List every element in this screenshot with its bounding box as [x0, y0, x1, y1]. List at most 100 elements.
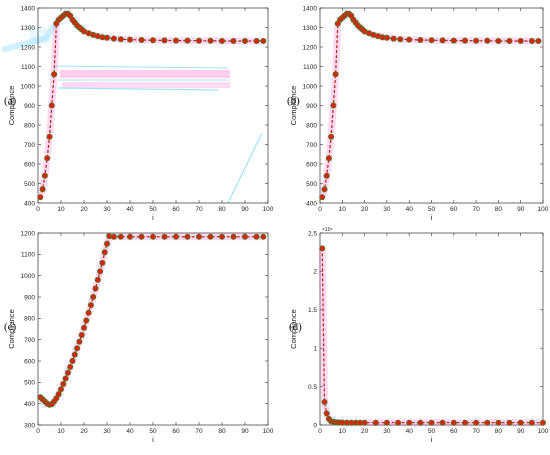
- data-point: [101, 249, 108, 256]
- panel-label: (d): [289, 321, 302, 333]
- y-tick-label: 800: [24, 316, 35, 323]
- data-point: [450, 37, 457, 44]
- data-point: [71, 351, 78, 358]
- data-point: [428, 419, 435, 426]
- x-axis-label: i: [431, 213, 433, 222]
- data-point: [48, 102, 55, 109]
- panel-label: (b): [287, 95, 300, 107]
- x-tick-label: 0: [36, 428, 40, 435]
- data-point: [46, 133, 53, 140]
- data-point: [44, 155, 51, 162]
- data-point: [461, 419, 468, 426]
- data-point: [383, 419, 390, 426]
- x-tick-label: 20: [361, 428, 369, 435]
- y-tick-label: 1400: [21, 5, 36, 12]
- x-tick-label: 100: [263, 428, 274, 435]
- data-point: [85, 309, 92, 316]
- y-axis-label: Compliance: [289, 309, 298, 349]
- series-glow: [37, 232, 264, 409]
- data-point: [461, 37, 468, 44]
- data-point: [58, 386, 65, 393]
- data-point: [51, 71, 58, 78]
- y-tick-label: 600: [306, 161, 317, 168]
- artifact-blob: [30, 28, 50, 44]
- x-tick-label: 80: [495, 206, 503, 213]
- x-tick-label: 10: [339, 206, 347, 213]
- y-tick-label: 1300: [303, 25, 318, 32]
- data-point: [506, 419, 513, 426]
- x-tick-label: 60: [450, 206, 458, 213]
- data-point: [517, 419, 524, 426]
- x-tick-label: 100: [538, 428, 549, 435]
- data-point: [127, 233, 134, 240]
- y-tick-label: 900: [306, 103, 317, 110]
- y-tick-label: 300: [24, 422, 35, 429]
- panel-label: (a): [4, 95, 17, 107]
- data-point: [241, 233, 248, 240]
- x-tick-label: 60: [450, 428, 458, 435]
- y-tick-label: 1100: [21, 252, 35, 259]
- x-axis-label: i: [152, 213, 154, 222]
- data-point: [110, 35, 117, 42]
- data-point: [406, 419, 413, 426]
- x-axis-label: i: [431, 435, 433, 444]
- data-point: [397, 36, 404, 43]
- rendering-artifacts: [1, 18, 263, 204]
- x-tick-label: 30: [103, 206, 111, 213]
- data-point: [323, 172, 330, 179]
- y-tick-label: 400: [306, 200, 317, 207]
- x-tick-label: 100: [263, 206, 274, 213]
- y-tick-label: 800: [24, 122, 35, 129]
- series-glow: [318, 248, 543, 427]
- panel-label: (c): [4, 321, 17, 333]
- data-point: [172, 37, 179, 44]
- axes-frame: [319, 232, 544, 426]
- data-point: [535, 38, 542, 45]
- data-point: [428, 37, 435, 44]
- x-tick-label: 50: [149, 206, 157, 213]
- data-point: [439, 419, 446, 426]
- x-tick-label: 70: [195, 428, 203, 435]
- y-tick-label: 0: [313, 422, 317, 429]
- y-tick-label: 500: [306, 181, 317, 188]
- y-tick-label: 2.5: [308, 230, 317, 237]
- data-point: [332, 71, 339, 78]
- data-point: [230, 38, 237, 45]
- x-axis-label: i: [152, 435, 154, 444]
- x-tick-label: 80: [218, 206, 226, 213]
- data-point: [450, 419, 457, 426]
- data-point: [195, 233, 202, 240]
- y-tick-label: 1000: [21, 273, 36, 280]
- series-line: [39, 235, 264, 406]
- data-point: [473, 419, 480, 426]
- data-point: [41, 172, 48, 179]
- data-point: [417, 37, 424, 44]
- data-point: [439, 37, 446, 44]
- y-tick-label: 600: [24, 358, 35, 365]
- x-tick-label: 30: [103, 428, 111, 435]
- chart-panel-c: 0 10 20 30 40 50 60 70 80 90 100 300 400 500 600 700 800…: [4, 230, 274, 444]
- data-point: [372, 419, 379, 426]
- data-point: [117, 36, 124, 43]
- data-point: [390, 35, 397, 42]
- x-tick-label: 60: [172, 206, 180, 213]
- data-point: [184, 37, 191, 44]
- data-point: [319, 245, 326, 252]
- data-point: [495, 38, 502, 45]
- x-tick-label: 20: [80, 206, 88, 213]
- x-tick-label: 10: [339, 428, 347, 435]
- data-point: [260, 233, 267, 240]
- y-exponent-label: ×10⁵: [322, 227, 333, 233]
- x-tick-label: 0: [318, 206, 322, 213]
- data-point: [395, 419, 402, 426]
- x-tick-label: 60: [172, 428, 180, 435]
- data-point: [62, 375, 69, 382]
- x-tick-label: 30: [383, 428, 391, 435]
- data-point: [195, 37, 202, 44]
- data-point: [138, 37, 145, 44]
- x-tick-label: 90: [241, 428, 249, 435]
- data-point: [149, 37, 156, 44]
- data-point: [161, 233, 168, 240]
- y-axis-label: Compliance: [7, 86, 16, 126]
- axes-frame: [37, 232, 269, 426]
